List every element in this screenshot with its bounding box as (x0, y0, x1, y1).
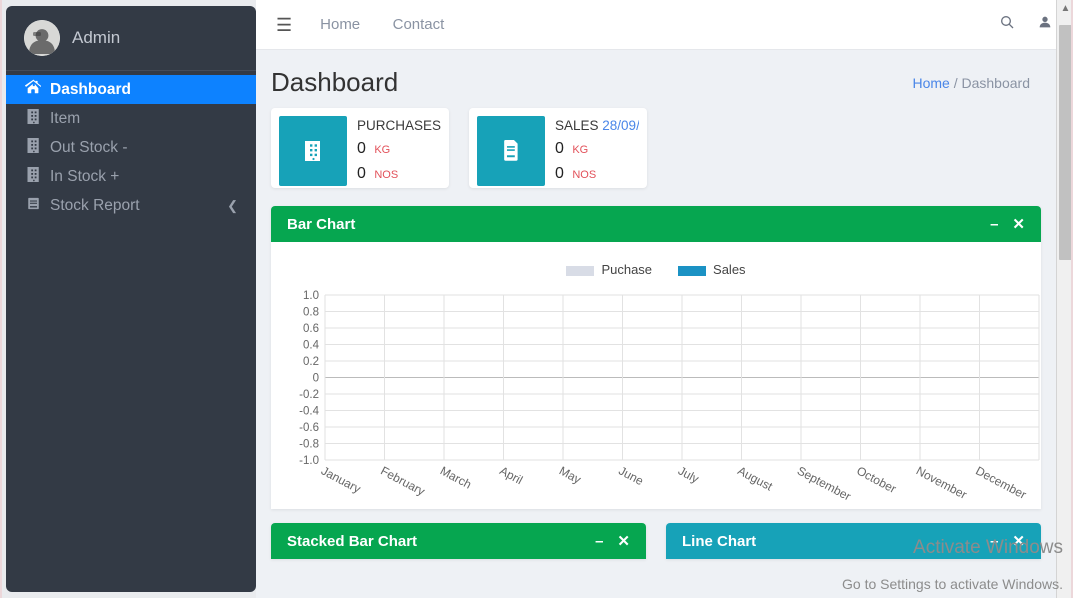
svg-text:-0.8: -0.8 (299, 439, 319, 451)
svg-text:May: May (557, 464, 584, 487)
svg-text:July: July (676, 464, 701, 486)
svg-text:0.4: 0.4 (303, 340, 320, 352)
svg-text:1.0: 1.0 (303, 290, 319, 302)
svg-text:February: February (378, 464, 427, 499)
svg-text:January: January (319, 464, 363, 496)
svg-text:-0.6: -0.6 (299, 422, 319, 434)
svg-text:0.6: 0.6 (303, 323, 319, 335)
svg-text:0.2: 0.2 (303, 356, 319, 368)
svg-text:-0.2: -0.2 (299, 389, 319, 401)
svg-text:0: 0 (313, 373, 319, 385)
svg-text:-1.0: -1.0 (299, 455, 319, 467)
svg-text:October: October (854, 464, 898, 496)
svg-text:June: June (616, 464, 646, 489)
svg-text:0.8: 0.8 (303, 307, 319, 319)
svg-text:December: December (973, 464, 1028, 502)
svg-text:-0.4: -0.4 (299, 406, 319, 418)
svg-text:March: March (438, 464, 474, 492)
svg-text:November: November (914, 464, 969, 502)
svg-text:September: September (795, 464, 853, 504)
svg-text:August: August (735, 464, 775, 494)
svg-text:April: April (497, 464, 525, 488)
